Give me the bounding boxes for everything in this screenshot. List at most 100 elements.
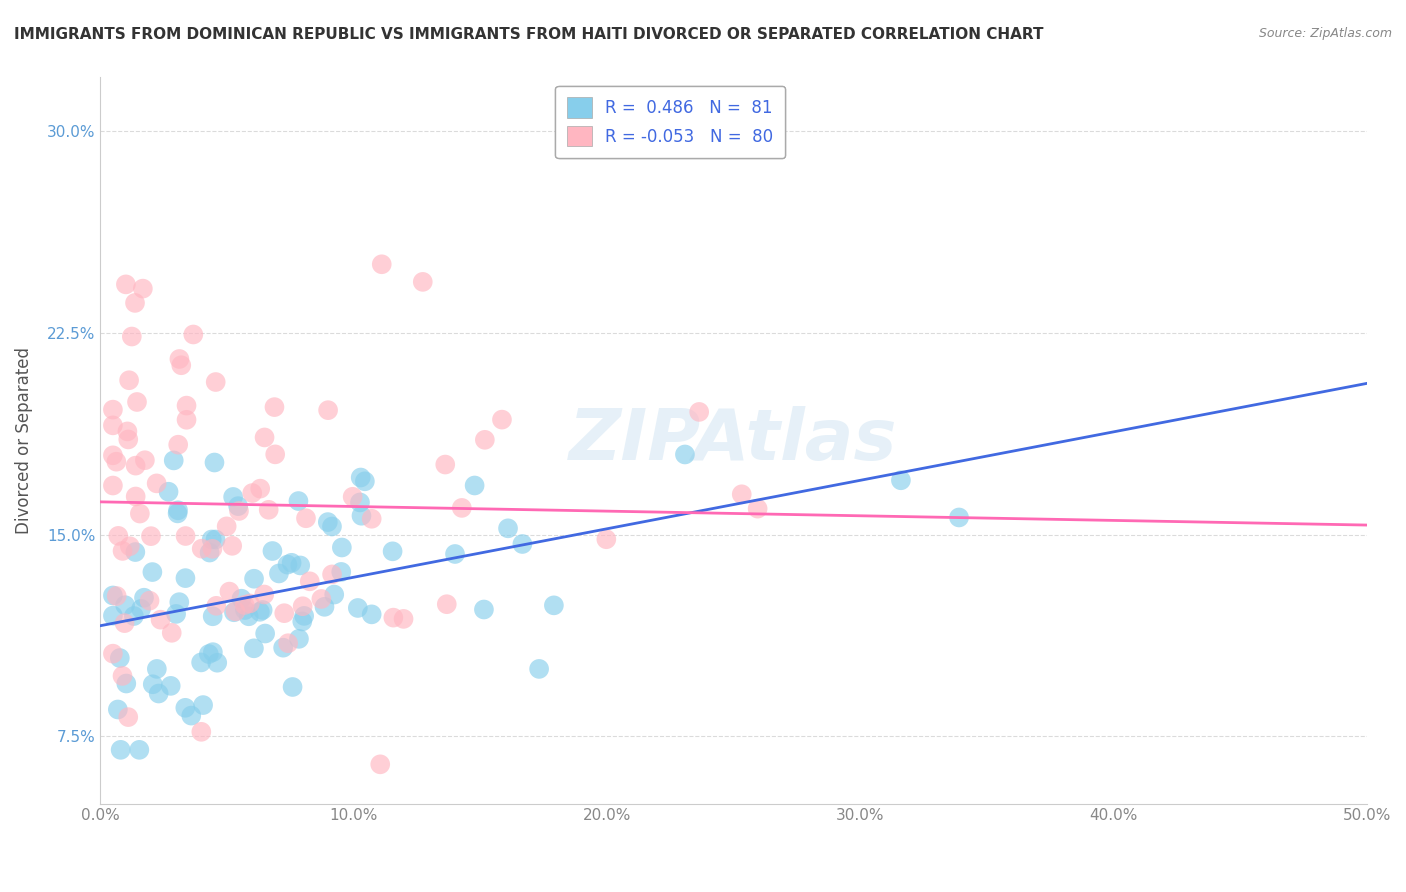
Point xyxy=(330,541,353,555)
Point xyxy=(128,507,150,521)
Point xyxy=(350,508,373,523)
Point xyxy=(288,632,311,646)
Point xyxy=(321,519,343,533)
Point xyxy=(267,566,290,581)
Point xyxy=(673,447,696,461)
Point xyxy=(238,609,260,624)
Point xyxy=(474,433,496,447)
Point xyxy=(371,257,394,271)
Point xyxy=(233,603,256,617)
Point xyxy=(190,656,212,670)
Point xyxy=(491,412,513,426)
Point xyxy=(257,503,280,517)
Point xyxy=(101,478,124,492)
Point xyxy=(243,572,266,586)
Point xyxy=(316,515,339,529)
Text: IMMIGRANTS FROM DOMINICAN REPUBLIC VS IMMIGRANTS FROM HAITI DIVORCED OR SEPARATE: IMMIGRANTS FROM DOMINICAN REPUBLIC VS IM… xyxy=(14,27,1043,42)
Point xyxy=(890,473,912,487)
Point xyxy=(434,458,457,472)
Point xyxy=(314,599,336,614)
Point xyxy=(121,329,143,343)
Point xyxy=(122,609,145,624)
Point xyxy=(226,499,249,513)
Point xyxy=(747,501,769,516)
Point xyxy=(311,591,333,606)
Point xyxy=(169,351,191,366)
Point xyxy=(204,456,226,470)
Point xyxy=(132,591,155,605)
Point xyxy=(231,591,253,606)
Point xyxy=(277,636,299,650)
Point xyxy=(117,710,139,724)
Point xyxy=(239,596,262,610)
Point xyxy=(174,700,197,714)
Point xyxy=(281,680,304,694)
Point xyxy=(198,647,221,661)
Point xyxy=(360,607,382,622)
Point xyxy=(111,669,134,683)
Point xyxy=(149,613,172,627)
Point xyxy=(290,558,312,573)
Point xyxy=(382,610,405,624)
Point xyxy=(948,510,970,524)
Point xyxy=(240,486,263,500)
Point xyxy=(174,571,197,585)
Point xyxy=(450,500,472,515)
Point xyxy=(124,296,146,310)
Point xyxy=(190,541,212,556)
Point xyxy=(115,277,138,292)
Point xyxy=(263,400,285,414)
Point xyxy=(243,641,266,656)
Point xyxy=(108,651,131,665)
Point xyxy=(167,438,190,452)
Point xyxy=(252,603,274,617)
Point xyxy=(148,686,170,700)
Point xyxy=(444,547,467,561)
Point xyxy=(249,482,271,496)
Point xyxy=(273,606,295,620)
Point xyxy=(101,608,124,623)
Point xyxy=(298,574,321,589)
Point xyxy=(292,608,315,623)
Point xyxy=(276,558,298,572)
Point xyxy=(225,604,247,618)
Point xyxy=(117,433,139,447)
Point xyxy=(174,529,197,543)
Point xyxy=(139,529,162,543)
Point xyxy=(253,430,276,444)
Point xyxy=(105,455,128,469)
Point xyxy=(381,544,404,558)
Point xyxy=(527,662,550,676)
Point xyxy=(204,375,226,389)
Point xyxy=(124,545,146,559)
Point xyxy=(107,529,129,543)
Point xyxy=(124,458,146,473)
Point xyxy=(132,282,155,296)
Point xyxy=(316,403,339,417)
Point xyxy=(107,702,129,716)
Point xyxy=(342,490,364,504)
Point xyxy=(166,507,188,521)
Point xyxy=(254,626,277,640)
Point xyxy=(207,656,229,670)
Point xyxy=(101,647,124,661)
Point xyxy=(731,487,754,501)
Point xyxy=(176,413,198,427)
Point xyxy=(201,541,224,556)
Point xyxy=(138,593,160,607)
Legend: R =  0.486   N =  81, R = -0.053   N =  80: R = 0.486 N = 81, R = -0.053 N = 80 xyxy=(555,86,785,158)
Point xyxy=(360,512,382,526)
Point xyxy=(295,511,318,525)
Point xyxy=(201,533,224,547)
Point xyxy=(160,625,183,640)
Point xyxy=(105,589,128,603)
Point xyxy=(176,399,198,413)
Point xyxy=(128,743,150,757)
Point xyxy=(170,358,193,372)
Point xyxy=(115,676,138,690)
Point xyxy=(323,588,346,602)
Point xyxy=(287,494,309,508)
Point xyxy=(141,565,163,579)
Point xyxy=(157,484,180,499)
Point xyxy=(264,447,287,461)
